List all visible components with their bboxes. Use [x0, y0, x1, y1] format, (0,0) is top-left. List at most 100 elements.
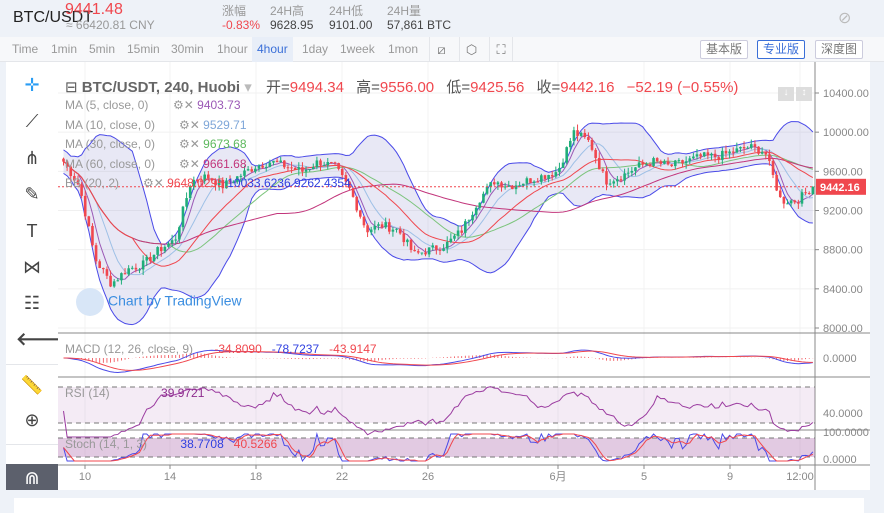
candle-body: [315, 160, 319, 168]
candle-body: [684, 161, 688, 164]
text-icon[interactable]: T: [26, 221, 38, 241]
bollinger-upper: [63, 121, 814, 246]
candle-body: [435, 245, 438, 250]
candle-body: [681, 160, 684, 164]
pattern-icon[interactable]: ⋈: [23, 257, 41, 277]
settings-icon[interactable]: ⚙✕: [179, 117, 204, 132]
candle-body: [406, 239, 409, 243]
date-tick-label: 26: [422, 471, 434, 483]
candle-body: [105, 269, 109, 276]
candle-body: [398, 228, 402, 234]
candle-body: [87, 216, 91, 226]
ruler-icon[interactable]: 📏: [20, 375, 44, 395]
rsi-line: [63, 386, 814, 438]
theme-brush-icon[interactable]: ⊘: [838, 10, 852, 27]
interval-time[interactable]: Time: [12, 42, 39, 56]
candle-body: [521, 183, 525, 186]
interval-1mon[interactable]: 1mon: [388, 42, 419, 56]
candle-body: [293, 167, 297, 170]
candle-body: [62, 158, 65, 162]
indicator-ma30[interactable]: MA (30, close, 0) ⚙✕ 9673.68: [65, 135, 351, 155]
pro-view-button[interactable]: 专业版: [757, 40, 806, 59]
basic-view-button[interactable]: 基本版: [700, 40, 749, 59]
candle-body: [724, 150, 728, 154]
indicator-bb[interactable]: BB (20, 2) ⚙✕ 9648.0295 10033.6236 9262.4…: [65, 174, 351, 194]
candle-body: [73, 176, 76, 181]
crosshair-icon[interactable]: ✛: [24, 75, 40, 95]
candle-body: [203, 174, 206, 182]
candle-body: [775, 174, 778, 191]
candle-body: [156, 247, 159, 255]
low-value: 9425.56: [470, 79, 525, 96]
stoch-axis-label: 100.0000: [823, 427, 869, 439]
candle-body: [540, 175, 543, 182]
chart-canvas[interactable]: 10400.00 10000.00 9600.00 9200.00 8800.00 840…: [58, 62, 870, 490]
candle-body: [199, 180, 203, 182]
scroll-down-icon[interactable]: ↓: [778, 87, 794, 101]
stat-value: 9628.95: [270, 18, 314, 32]
candle-body: [746, 147, 749, 149]
chart-area[interactable]: 10400.00 10000.00 9600.00 9200.00 8800.00 840…: [58, 62, 870, 490]
chart-type-icon[interactable]: ⧄: [429, 37, 453, 62]
rsi-legend[interactable]: RSI (14) 39.9721: [65, 386, 204, 400]
date-tick-label: 14: [164, 471, 176, 483]
candle-body: [286, 167, 290, 169]
candle-body: [453, 235, 456, 239]
chevron-down-icon[interactable]: ▾: [240, 79, 256, 96]
interval-30min[interactable]: 30min: [171, 42, 204, 56]
candle-body: [159, 247, 163, 252]
candle-body: [221, 179, 225, 189]
pitchfork-icon[interactable]: ⋔: [24, 148, 40, 168]
candle-body: [558, 167, 561, 173]
candle-body: [713, 153, 717, 158]
interval-5min[interactable]: 5min: [89, 42, 116, 56]
candle-body: [804, 192, 807, 194]
price-tick-label: 9600.00: [823, 166, 863, 178]
indicator-ma60[interactable]: MA (60, close, 0) ⚙✕ 9661.68: [65, 155, 351, 175]
interval-4hour[interactable]: 4hour: [252, 37, 293, 62]
stoch-legend[interactable]: Stoch (14, 1, 3) 38.7708 40.5266: [65, 437, 277, 451]
macd-legend[interactable]: MACD (12, 26, close, 9) -34.8090 -78.723…: [65, 342, 377, 356]
magnet-icon[interactable]: ⋒: [6, 464, 58, 490]
candle-body: [427, 247, 431, 255]
indicator-settings-icon[interactable]: ⬡: [459, 37, 483, 62]
collapse-icon[interactable]: ⊟: [65, 79, 82, 96]
interval-15min[interactable]: 15min: [127, 42, 160, 56]
candle-body: [65, 161, 69, 167]
interval-1hour[interactable]: 1hour: [217, 42, 248, 56]
open-value: 9494.34: [289, 79, 344, 96]
zoom-in-icon[interactable]: ⊕: [24, 410, 40, 430]
candle-body: [304, 169, 308, 172]
scale-icon[interactable]: ↕: [796, 87, 812, 101]
tradingview-watermark[interactable]: Chart by TradingView: [76, 288, 242, 316]
candle-body: [438, 249, 442, 251]
measure-levels-icon[interactable]: ☷: [23, 293, 41, 313]
settings-icon[interactable]: ⚙✕: [179, 156, 204, 171]
indicator-ma5[interactable]: MA (5, close, 0) ⚙✕ 9403.73: [65, 96, 351, 116]
settings-icon[interactable]: ⚙✕: [143, 176, 168, 190]
candle-body: [630, 170, 634, 173]
indicator-ma10[interactable]: MA (10, close, 0) ⚙✕ 9529.71: [65, 116, 351, 136]
candle-body: [225, 180, 228, 189]
candle-body: [134, 267, 138, 270]
candle-body: [619, 179, 623, 181]
fullscreen-icon[interactable]: ⛶: [489, 37, 513, 62]
brush-icon[interactable]: ✎: [24, 184, 40, 204]
candle-body: [677, 160, 681, 162]
interval-1day[interactable]: 1day: [302, 42, 329, 56]
settings-icon[interactable]: ⚙✕: [179, 137, 204, 151]
candle-body: [569, 140, 572, 148]
candle-body: [616, 179, 619, 182]
depth-chart-button[interactable]: 深度图: [815, 40, 864, 59]
settings-icon[interactable]: ⚙✕: [173, 98, 198, 112]
candle-body: [232, 181, 235, 183]
candle-body: [471, 214, 474, 221]
stoch-axis-label: 0.0000: [823, 454, 857, 466]
trend-line-icon[interactable]: ⟋: [25, 111, 39, 131]
interval-1week[interactable]: 1week: [340, 42, 375, 56]
candle-body: [362, 216, 366, 226]
interval-1min[interactable]: 1min: [51, 42, 78, 56]
candle-body: [424, 252, 427, 255]
back-arrow-icon[interactable]: 🡐: [16, 329, 65, 349]
indicator-name: MA (5, close, 0): [65, 98, 149, 112]
